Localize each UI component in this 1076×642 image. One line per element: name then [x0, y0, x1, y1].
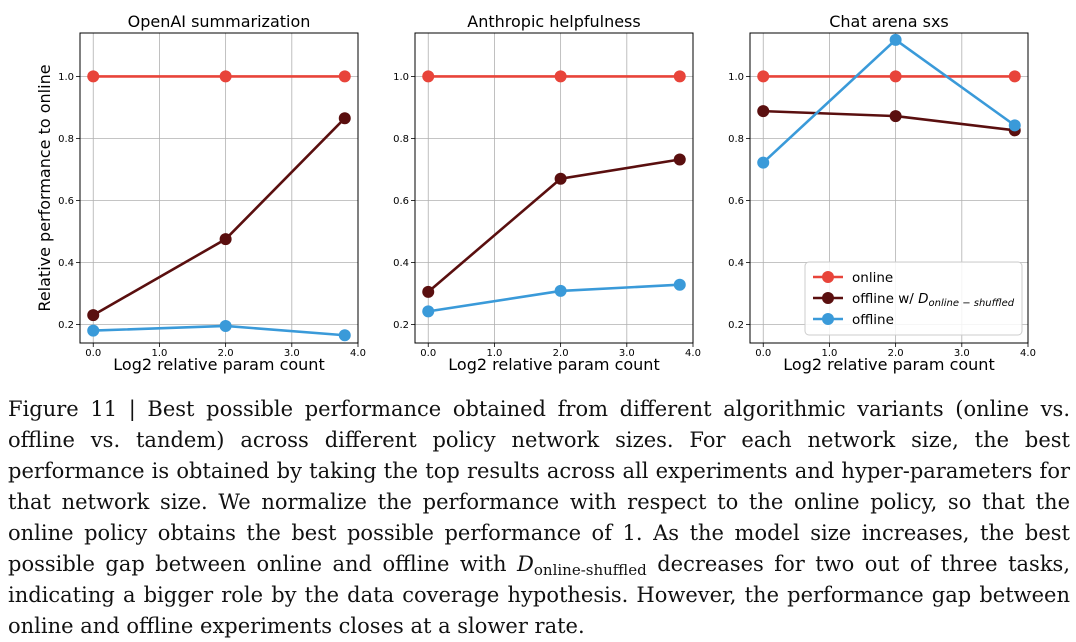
figure-caption: Figure 11 | Best possible performance ob…: [8, 394, 1070, 642]
x-axis-label: Log2 relative param count: [113, 355, 324, 374]
x-tick-label: 4.0: [685, 348, 701, 359]
y-tick-label: 0.2: [58, 320, 74, 331]
caption-symbol: D: [517, 552, 534, 576]
y-tick-label: 0.4: [393, 258, 409, 269]
data-point-offline: [422, 305, 435, 318]
data-point-shuffled: [338, 112, 351, 125]
x-tick-label: 0.0: [85, 348, 101, 359]
x-tick-label: 2.0: [218, 348, 234, 359]
data-point-offline: [1008, 119, 1021, 132]
x-axis-label: Log2 relative param count: [448, 355, 659, 374]
data-point-shuffled: [889, 110, 902, 123]
series-line-shuffled: [92, 117, 346, 317]
y-axis-label: Relative performance to online: [35, 64, 54, 311]
caption-subscript: online-shuffled: [533, 561, 647, 579]
chart-title: Chat arena sxs: [829, 12, 949, 31]
chart-title: Anthropic helpfulness: [467, 12, 640, 31]
series-line-offline: [428, 283, 680, 313]
data-point-offline: [673, 278, 686, 291]
x-tick-label: 0.0: [755, 348, 771, 359]
data-point-offline: [757, 156, 770, 169]
chart-panel-3: 0.0 1.0 2.0 3.0 4.0 0.2 0.4 0.6 0.8 1.0 Chat arena…: [728, 12, 1036, 374]
x-tick-label: 1.0: [151, 348, 167, 359]
data-point-shuffled: [757, 105, 770, 118]
data-point-online: [219, 70, 232, 83]
series-line-offline: [93, 324, 345, 337]
caption-text-2: decreases for two out of three tasks, in…: [8, 552, 1070, 638]
y-tick-label: 0.4: [728, 258, 744, 269]
x-tick-label: 4.0: [1020, 348, 1036, 359]
x-axis-label: Log2 relative param count: [783, 355, 994, 374]
y-tick-label: 1.0: [728, 72, 744, 83]
y-tick-label: 0.2: [393, 320, 409, 331]
x-tick-label: 1.0: [486, 348, 502, 359]
legend-swatch-marker: [822, 313, 834, 325]
y-tick-label: 0.8: [58, 134, 74, 145]
data-point-online: [87, 70, 100, 83]
legend-swatch-marker: [822, 271, 834, 283]
y-tick-label: 0.6: [58, 196, 74, 207]
x-tick-label: 0.0: [420, 348, 436, 359]
data-point-shuffled: [554, 172, 567, 185]
x-tick-label: 3.0: [619, 348, 635, 359]
chart-panel-2: 0.0 1.0 2.0 3.0 4.0 0.2 0.4 0.6 0.8 1.0 Anthropic …: [393, 12, 701, 374]
x-tick-label: 1.0: [821, 348, 837, 359]
x-tick-label: 3.0: [284, 348, 300, 359]
series-line-shuffled: [427, 158, 680, 293]
data-point-online: [757, 70, 770, 83]
figure-panels: 0.0 1.0 2.0 3.0 4.0 0.2 0.4 0.6 0.8 1.0 OpenAI sum…: [35, 12, 1036, 374]
x-tick-label: 2.0: [553, 348, 569, 359]
data-point-online: [673, 70, 686, 83]
x-tick-label: 4.0: [350, 348, 366, 359]
x-tick-label: 3.0: [954, 348, 970, 359]
chart-panel-1: 0.0 1.0 2.0 3.0 4.0 0.2 0.4 0.6 0.8 1.0 OpenAI sum…: [35, 12, 366, 374]
data-point-offline: [554, 284, 567, 297]
axes-frame: [749, 32, 1029, 344]
x-tick-label: 2.0: [888, 348, 904, 359]
caption-text-1: Figure 11 | Best possible performance ob…: [8, 397, 1070, 576]
series-line-offline: [762, 38, 1016, 164]
data-point-offline: [87, 324, 100, 337]
data-point-offline: [889, 33, 902, 46]
data-point-shuffled: [422, 285, 435, 298]
axes-frame: [79, 32, 359, 344]
data-point-offline: [219, 319, 232, 332]
y-tick-label: 0.4: [58, 258, 74, 269]
data-point-online: [554, 70, 567, 83]
data-point-online: [422, 70, 435, 83]
legend-box: [804, 261, 1023, 336]
data-point-shuffled: [87, 309, 100, 322]
y-tick-label: 0.6: [728, 196, 744, 207]
data-point-shuffled: [673, 153, 686, 166]
y-tick-label: 0.8: [393, 134, 409, 145]
axes-frame: [414, 32, 694, 344]
y-tick-label: 1.0: [58, 72, 74, 83]
y-tick-label: 0.2: [728, 320, 744, 331]
data-point-online: [889, 70, 902, 83]
data-point-online: [338, 70, 351, 83]
legend-label: online: [852, 270, 893, 286]
data-point-online: [1008, 70, 1021, 83]
y-tick-label: 0.8: [728, 134, 744, 145]
data-point-shuffled: [219, 233, 232, 246]
legend-label: offline: [852, 312, 894, 328]
y-tick-label: 1.0: [393, 72, 409, 83]
y-tick-label: 0.6: [393, 196, 409, 207]
legend-swatch-marker: [822, 292, 834, 304]
data-point-offline: [338, 329, 351, 342]
chart-title: OpenAI summarization: [128, 12, 311, 31]
